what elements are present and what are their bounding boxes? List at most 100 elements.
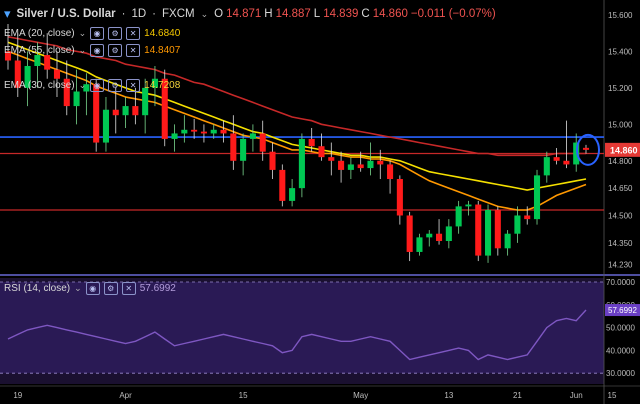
candle-body <box>436 233 443 242</box>
candle-body <box>504 233 511 249</box>
price-tick-label: 14.230 <box>608 261 633 270</box>
settings-icon[interactable]: ⚙ <box>108 79 123 92</box>
close-icon[interactable]: ✕ <box>121 282 136 295</box>
indicator-value: 14.8407 <box>144 45 181 56</box>
candle-body <box>210 129 217 134</box>
ema-yellow-line <box>7 41 587 191</box>
candle-body <box>200 131 207 134</box>
symbol-sep: · <box>152 8 156 20</box>
indicator-label[interactable]: EMA (55, close) <box>4 45 75 56</box>
candle-body <box>14 60 21 88</box>
candle-body <box>191 129 198 132</box>
symbol-name[interactable]: Silver / U.S. Dollar <box>16 8 116 20</box>
price-tick-label: 14.650 <box>608 184 633 193</box>
candle-body <box>279 169 286 201</box>
indicator-value: 14.7208 <box>144 80 181 91</box>
candle-body <box>24 65 31 88</box>
time-tick-label: 21 <box>513 391 522 400</box>
candle-body <box>240 138 247 161</box>
eye-icon[interactable]: ◉ <box>85 282 100 295</box>
indicator-label[interactable]: EMA (20, close) <box>4 28 75 39</box>
rsi-value: 57.6992 <box>139 283 176 294</box>
candle-body <box>318 146 325 158</box>
candle-body <box>494 210 501 249</box>
candle-body <box>230 133 237 161</box>
eye-icon[interactable]: ◉ <box>90 27 105 40</box>
price-tick-label: 15.600 <box>608 11 633 20</box>
rsi-tick-label: 70.0000 <box>606 278 635 287</box>
time-tick-label: Apr <box>119 391 132 400</box>
price-tick-label: 15.400 <box>608 47 633 56</box>
rsi-value-tag-label: 57.6992 <box>608 306 637 315</box>
candle-body <box>553 157 560 161</box>
candle-body <box>426 233 433 238</box>
candle-body <box>269 151 276 170</box>
open-label: O <box>214 8 224 20</box>
candle-body <box>308 138 315 147</box>
price-tick-label: 14.500 <box>608 211 633 220</box>
candle-body <box>484 210 492 256</box>
price-tick-label: 14.350 <box>608 239 633 248</box>
rsi-tick-label: 30.0000 <box>606 369 635 378</box>
candle-body <box>533 175 541 220</box>
candle-body <box>171 133 178 139</box>
rsi-tick-label: 40.0000 <box>606 346 635 355</box>
candle-body <box>416 237 423 252</box>
rsi-legend: RSI (14, close) ⌄ ◉ ⚙ ✕ 57.6992 <box>4 282 176 295</box>
candle-body <box>44 55 51 70</box>
low-label: L <box>313 8 321 20</box>
rsi-value-tag <box>605 304 640 317</box>
close-value: 14.860 <box>372 8 408 20</box>
symbol-interval[interactable]: 1D <box>131 8 147 20</box>
candle-body <box>396 179 403 216</box>
chevron-down-icon[interactable]: ⌄ <box>78 28 87 38</box>
candle-body <box>93 84 100 143</box>
indicator-ema-55: EMA (55, close) ⌄ ◉ ⚙ ✕ 14.8407 <box>4 44 180 57</box>
candle-body <box>63 78 70 107</box>
ohlc-values: O 14.871 H 14.887 L 14.839 C 14.860 −0.011 (… <box>214 8 496 20</box>
symbol-row: ▾ Silver / U.S. Dollar · 1D · FXCM ⌄ O 14… <box>4 6 496 22</box>
time-tick-label: Jun <box>570 391 583 400</box>
chevron-down-icon[interactable]: ⌄ <box>200 8 209 19</box>
indicator-ema-30: EMA (30, close) ⌄ ◉ ⚙ ✕ 14.7208 <box>4 79 180 92</box>
close-icon[interactable]: ✕ <box>126 27 141 40</box>
time-tick-label: May <box>353 391 368 400</box>
close-label: C <box>361 8 370 20</box>
settings-icon[interactable]: ⚙ <box>103 282 118 295</box>
candle-body <box>563 160 570 165</box>
symbol-exchange[interactable]: FXCM <box>162 8 195 20</box>
highlight-circle <box>576 133 600 166</box>
candle-body <box>377 160 384 165</box>
last-price-tag-label: 14.860 <box>610 145 638 155</box>
rsi-label[interactable]: RSI (14, close) <box>4 283 71 294</box>
time-tick-label: 15 <box>608 391 617 400</box>
candle-body <box>4 51 12 61</box>
candle-body <box>328 157 335 161</box>
collapse-arrow-icon[interactable]: ▾ <box>4 6 11 21</box>
candle-body <box>73 91 80 107</box>
settings-icon[interactable]: ⚙ <box>108 27 123 40</box>
ema-red-line <box>7 36 586 157</box>
indicator-label[interactable]: EMA (30, close) <box>4 80 75 91</box>
candle-body <box>289 188 296 201</box>
chevron-down-icon[interactable]: ⌄ <box>78 80 87 90</box>
candle-body <box>406 215 413 252</box>
chevron-down-icon[interactable]: ⌄ <box>78 45 87 55</box>
eye-icon[interactable]: ◉ <box>90 79 105 92</box>
candle-body <box>220 129 227 134</box>
candle-body <box>122 106 129 116</box>
eye-icon[interactable]: ◉ <box>90 44 105 57</box>
close-icon[interactable]: ✕ <box>126 79 141 92</box>
candle-body <box>338 160 345 170</box>
chevron-down-icon[interactable]: ⌄ <box>74 283 82 293</box>
candle-body <box>367 160 374 169</box>
candle-body <box>259 133 266 152</box>
candle-body <box>298 138 305 189</box>
settings-icon[interactable]: ⚙ <box>108 44 123 57</box>
close-icon[interactable]: ✕ <box>126 44 141 57</box>
ema-orange-line <box>7 50 587 211</box>
open-value: 14.871 <box>226 8 262 20</box>
last-price-tag <box>605 142 640 157</box>
